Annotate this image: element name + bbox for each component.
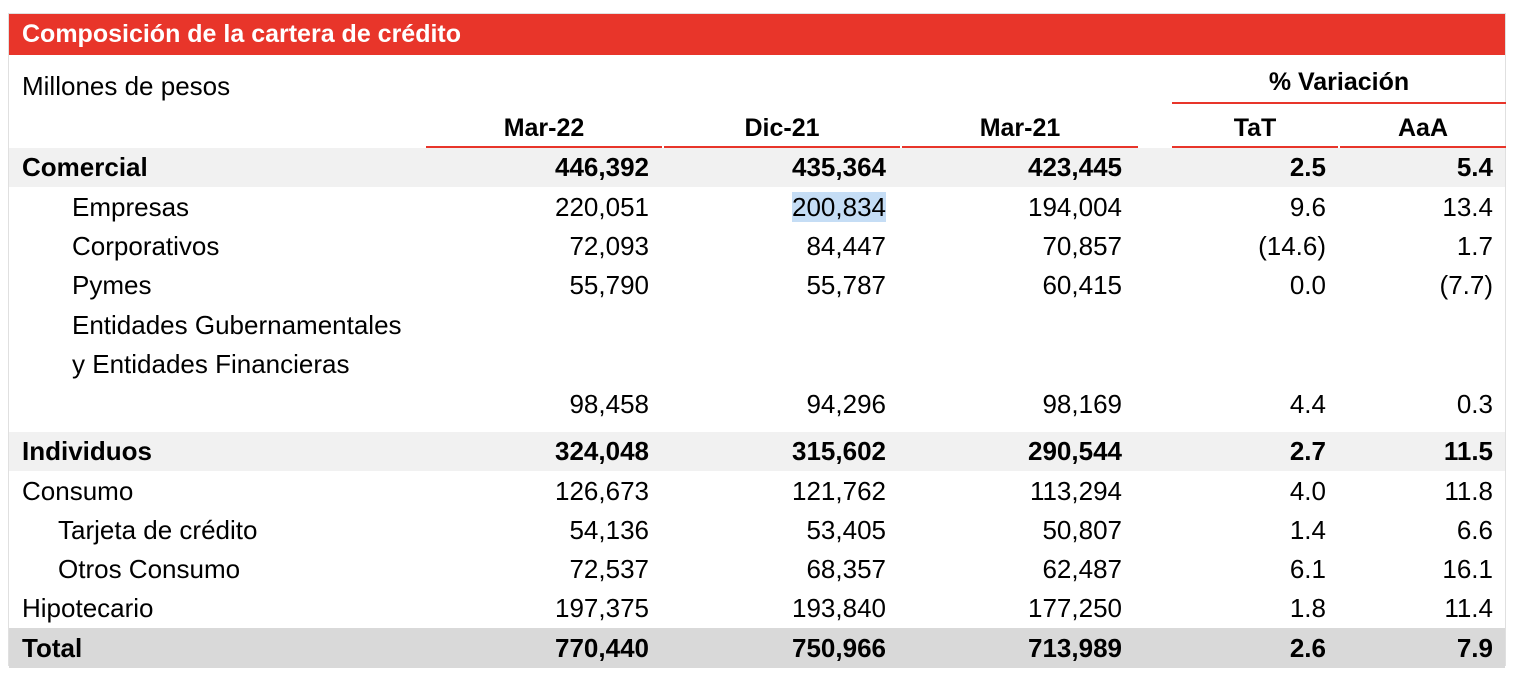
row-label: Individuos: [22, 436, 152, 466]
cell-dic-21: 53,405: [806, 515, 886, 545]
table-row-consumo: Consumo 126,673 121,762 113,294 4.0 11.8: [9, 472, 1505, 511]
cell-tat: 0.0: [1289, 270, 1326, 300]
table-row-entidades: Entidades Gubernamentales y Entidades Fi…: [9, 306, 1505, 424]
cell-mar-21: 50,807: [1042, 515, 1122, 545]
row-label: Total: [22, 633, 83, 663]
cell-aaa: 5.4: [1456, 152, 1493, 182]
cell-aaa: 7.9: [1456, 633, 1493, 663]
row-label: Consumo: [22, 476, 134, 506]
cell-aaa: 11.4: [1444, 593, 1493, 623]
cell-mar-21: 423,445: [1028, 152, 1122, 182]
cell-dic-21: 315,602: [792, 436, 886, 466]
cell-dic-21: 94,296: [806, 389, 886, 419]
cell-mar-21: 98,169: [1042, 389, 1122, 419]
variation-header: % Variación: [1172, 62, 1506, 104]
cell-mar-22: 446,392: [555, 152, 649, 182]
cell-dic-21: 84,447: [806, 231, 886, 261]
cell-dic-21: 193,840: [792, 593, 886, 623]
table-row-corporativos: Corporativos 72,093 84,447 70,857 (14.6)…: [9, 227, 1505, 266]
cell-mar-22: 55,790: [569, 270, 649, 300]
cell-mar-21: 290,544: [1028, 436, 1122, 466]
cell-tat: 1.4: [1289, 515, 1326, 545]
cell-aaa: 11.8: [1444, 476, 1493, 506]
cell-aaa: 13.4: [1442, 192, 1493, 222]
cell-tat: (14.6): [1258, 231, 1326, 261]
column-header-aaa: AaA: [1340, 108, 1506, 148]
cell-aaa: 1.7: [1456, 231, 1493, 261]
cell-mar-22: 770,440: [555, 633, 649, 663]
table-row-pymes: Pymes 55,790 55,787 60,415 0.0 (7.7): [9, 266, 1505, 305]
cell-mar-22: 72,093: [569, 231, 649, 261]
cell-mar-22: 98,458: [569, 389, 649, 419]
cell-mar-22: 72,537: [569, 554, 649, 584]
cell-dic-21-selected[interactable]: 200,834: [792, 192, 886, 222]
cell-tat: 9.6: [1289, 192, 1326, 222]
cell-mar-22: 220,051: [555, 192, 649, 222]
table-row-total: Total 770,440 750,966 713,989 2.6 7.9: [9, 628, 1505, 668]
cell-mar-21: 177,250: [1028, 593, 1122, 623]
selected-value: 200,834: [792, 192, 886, 222]
row-label: Comercial: [22, 152, 148, 182]
row-label: Entidades Gubernamentales y Entidades Fi…: [72, 310, 402, 379]
cell-aaa: 11.5: [1443, 436, 1493, 466]
cell-aaa: (7.7): [1439, 270, 1493, 300]
table-row-hipotecario: Hipotecario 197,375 193,840 177,250 1.8 …: [9, 589, 1505, 628]
row-label: Pymes: [72, 270, 152, 300]
cell-tat: 2.5: [1289, 152, 1326, 182]
column-header-mar-22: Mar-22: [426, 108, 662, 148]
cell-dic-21: 68,357: [806, 554, 886, 584]
table-row-otros-consumo: Otros Consumo 72,537 68,357 62,487 6.1 1…: [9, 550, 1505, 589]
cell-tat: 1.8: [1289, 593, 1326, 623]
cell-mar-22: 126,673: [555, 476, 649, 506]
table-row-comercial: Comercial 446,392 435,364 423,445 2.5 5.…: [9, 148, 1505, 187]
cell-mar-21: 70,857: [1042, 231, 1122, 261]
cell-mar-22: 54,136: [569, 515, 649, 545]
table-title: Composición de la cartera de crédito: [9, 14, 1505, 55]
row-label: Tarjeta de crédito: [58, 515, 258, 545]
units-label: Millones de pesos: [22, 71, 231, 101]
cell-tat: 6.1: [1289, 554, 1326, 584]
row-label: Corporativos: [72, 231, 220, 261]
table-row-tarjeta-de-credito: Tarjeta de crédito 54,136 53,405 50,807 …: [9, 511, 1505, 550]
row-label: Hipotecario: [22, 593, 154, 623]
cell-tat: 2.6: [1289, 633, 1326, 663]
cell-aaa: 0.3: [1456, 389, 1493, 419]
cell-mar-21: 62,487: [1042, 554, 1122, 584]
row-label: Empresas: [72, 192, 190, 222]
cell-dic-21: 121,762: [792, 476, 886, 506]
column-header-dic-21: Dic-21: [664, 108, 900, 148]
cell-mar-21: 60,415: [1042, 270, 1122, 300]
cell-dic-21: 55,787: [806, 270, 886, 300]
cell-mar-22: 197,375: [555, 593, 649, 623]
cell-aaa: 6.6: [1456, 515, 1493, 545]
cell-dic-21: 435,364: [792, 152, 886, 182]
cell-dic-21: 750,966: [792, 633, 886, 663]
cell-tat: 4.4: [1289, 389, 1326, 419]
cell-aaa: 16.1: [1442, 554, 1493, 584]
cell-mar-22: 324,048: [555, 436, 649, 466]
column-header-tat: TaT: [1172, 108, 1338, 148]
cell-tat: 4.0: [1289, 476, 1326, 506]
cell-mar-21: 113,294: [1029, 476, 1122, 506]
cell-tat: 2.7: [1289, 436, 1326, 466]
table-row-individuos: Individuos 324,048 315,602 290,544 2.7 1…: [9, 432, 1505, 471]
cell-mar-21: 713,989: [1028, 633, 1122, 663]
row-label: Otros Consumo: [58, 554, 241, 584]
column-header-mar-21: Mar-21: [902, 108, 1138, 148]
table-row-empresas: Empresas 220,051 200,834 194,004 9.6 13.…: [9, 188, 1505, 227]
cell-mar-21: 194,004: [1028, 192, 1122, 222]
